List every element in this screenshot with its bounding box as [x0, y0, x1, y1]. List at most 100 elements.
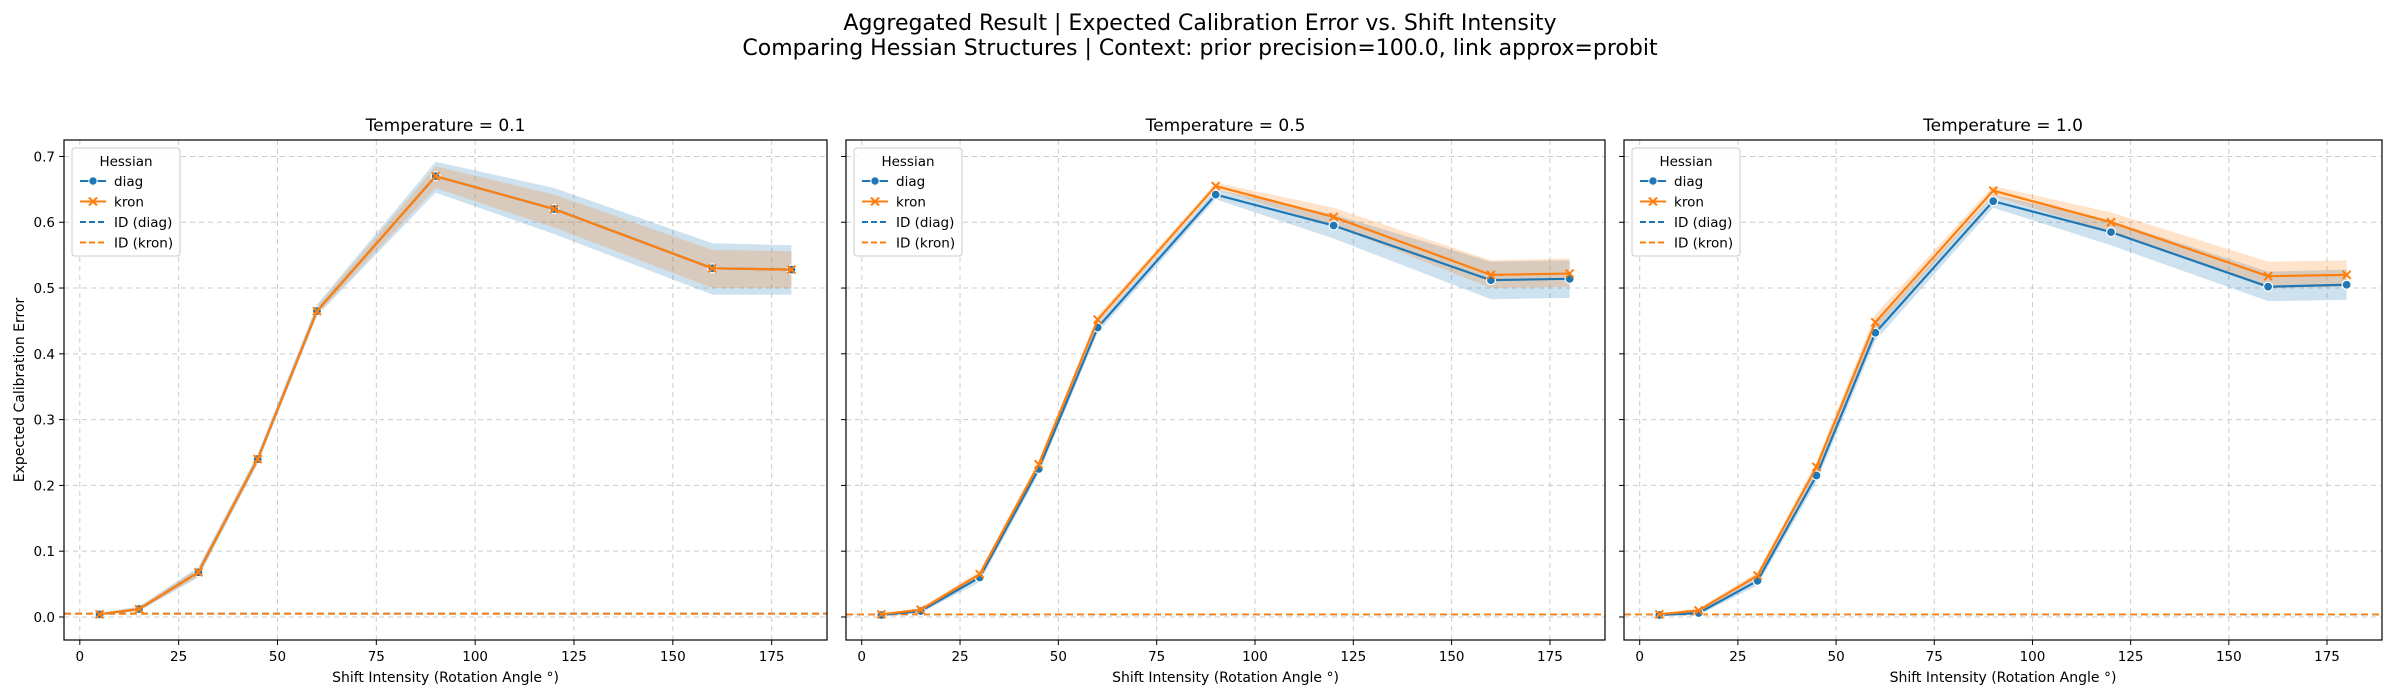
point-kron [1654, 609, 1665, 620]
x-tick-label: 0 [857, 649, 866, 665]
legend-entry: kron [1674, 195, 1704, 211]
x-axis-label: Shift Intensity (Rotation Angle °) [1890, 670, 2117, 686]
point-diag [1328, 220, 1339, 231]
point-kron [430, 171, 441, 181]
x-tick-label: 100 [2020, 649, 2046, 665]
x-tick-label: 50 [1050, 649, 1067, 665]
legend-entry: diag [114, 174, 143, 190]
x-tick-label: 125 [2118, 649, 2144, 665]
legend-entry: diag [1674, 174, 1703, 190]
point-kron [1210, 181, 1221, 191]
point-kron [1328, 212, 1339, 222]
point-kron [193, 567, 204, 577]
legend-entry: diag [896, 174, 925, 190]
x-tick-label: 150 [2216, 649, 2242, 665]
point-kron [2263, 271, 2273, 281]
x-tick-label: 25 [1729, 649, 1746, 665]
figure-title-line1: Aggregated Result | Expected Calibration… [843, 11, 1556, 36]
point-kron [94, 609, 105, 620]
x-tick-label: 50 [269, 649, 286, 665]
legend-marker-kron [88, 196, 98, 207]
y-axis-label: Expected Calibration Error [12, 297, 28, 482]
y-tick-label: 0.1 [34, 544, 55, 560]
grid [1624, 140, 2382, 640]
legend: Hessian diag kron ID (diag) ID (kron) [1631, 147, 1741, 257]
point-diag [1210, 189, 1221, 200]
point-diag [2263, 281, 2274, 292]
point-kron [1564, 268, 1575, 279]
legend-marker-kron [1648, 196, 1658, 207]
x-tick-label: 175 [759, 649, 785, 665]
legend-entry: ID (kron) [1674, 236, 1733, 252]
x-axis-label: Shift Intensity (Rotation Angle °) [1112, 670, 1339, 686]
panel-1: 0 25 50 75 100 125 150 175 0.0 0.1 0.2 0.3 0.4 0.5 0.6… [12, 116, 828, 686]
point-kron [1693, 605, 1704, 616]
legend-entry: ID (diag) [114, 215, 172, 231]
legend-entry: kron [114, 195, 144, 211]
x-tick-label: 0 [1635, 649, 1644, 665]
y-tick-label: 0.2 [34, 478, 55, 494]
point-kron [916, 605, 926, 615]
grid [64, 140, 827, 640]
legend-box [853, 147, 963, 257]
panel-2: 0 25 50 75 100 125 150 175 Temperature = 0.5 Shif… [841, 116, 1606, 686]
point-kron [1752, 570, 1763, 581]
legend-box [71, 147, 181, 257]
point-diag [2341, 279, 2352, 290]
axes-frame [845, 139, 1606, 641]
legend-title: Hessian [1659, 154, 1712, 170]
legend: Hessian diag kron ID (diag) ID (kron) [71, 147, 181, 257]
point-kron [1033, 459, 1044, 470]
point-diag [2105, 227, 2117, 238]
x-tick-label: 75 [1148, 649, 1165, 665]
x-tick-label: 125 [561, 649, 587, 665]
point-kron [975, 569, 985, 579]
point-kron [253, 454, 263, 464]
x-tick-label: 150 [1439, 649, 1465, 665]
y-tick-label: 0.4 [34, 347, 55, 363]
legend-box [1631, 147, 1741, 257]
x-tick-label: 50 [1827, 649, 1844, 665]
legend-marker-diag [88, 176, 98, 186]
legend-title: Hessian [99, 154, 152, 170]
x-tick-label: 125 [1340, 649, 1366, 665]
x-tick-label: 25 [951, 649, 968, 665]
x-tick-label: 100 [462, 649, 488, 665]
point-kron [1988, 185, 1998, 196]
ci-band-diag [99, 161, 792, 616]
point-kron [312, 306, 322, 316]
point-kron [2341, 270, 2352, 280]
panels: 0 25 50 75 100 125 150 175 0.0 0.1 0.2 0.3 0.4 0.5 0.6… [12, 116, 2383, 686]
point-kron [786, 264, 797, 275]
axes-frame [63, 139, 828, 641]
ci-band-kron [881, 182, 1570, 615]
x-tick-label: 175 [2314, 649, 2340, 665]
legend-entry: kron [896, 195, 926, 211]
legend-marker-diag [870, 176, 880, 186]
point-kron [549, 204, 559, 214]
y-tick-label: 0.0 [34, 610, 55, 626]
panel-title: Temperature = 0.5 [1145, 116, 1306, 136]
legend-title: Hessian [881, 154, 934, 170]
legend-entry: ID (diag) [896, 215, 954, 231]
y-tick-label: 0.3 [34, 413, 55, 429]
legend-marker-kron [870, 196, 880, 207]
series-line-kron [881, 184, 1570, 616]
x-tick-label: 150 [660, 649, 686, 665]
legend-entry: ID (kron) [896, 236, 955, 252]
point-kron [2106, 217, 2116, 227]
legend-entry: ID (kron) [114, 236, 173, 252]
ci-band-kron [1659, 186, 2347, 616]
x-tick-label: 175 [1537, 649, 1563, 665]
y-tick-label: 0.7 [34, 149, 55, 165]
point-kron [876, 609, 887, 620]
x-tick-label: 100 [1242, 649, 1268, 665]
point-kron [1092, 314, 1103, 325]
x-tick-label: 75 [368, 649, 385, 665]
x-axis-label: Shift Intensity (Rotation Angle °) [332, 670, 559, 686]
panel-title: Temperature = 1.0 [1922, 116, 2083, 136]
point-kron [1486, 270, 1496, 280]
legend-marker-diag [1648, 176, 1658, 186]
x-tick-label: 0 [76, 649, 85, 665]
